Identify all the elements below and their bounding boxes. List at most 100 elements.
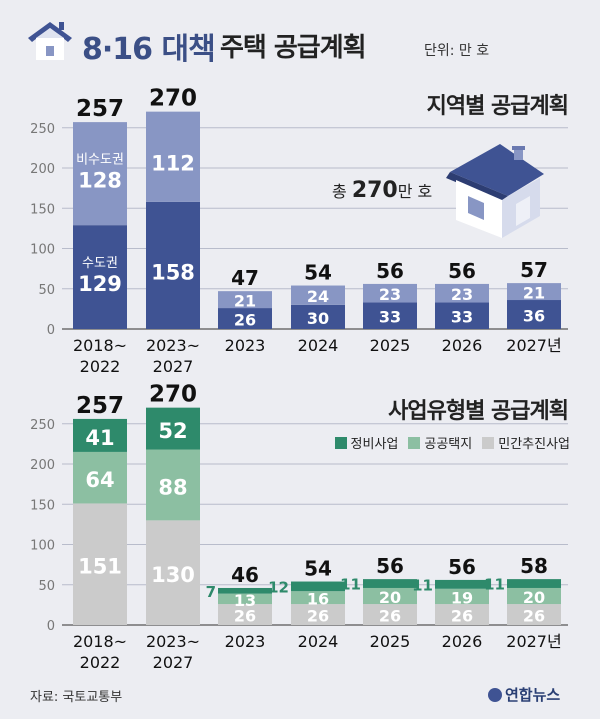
y-tick-label: 0	[47, 323, 55, 338]
bar-segment	[435, 283, 489, 303]
data-label: 26	[451, 607, 473, 626]
bar-segment	[218, 308, 272, 329]
bar-segment	[218, 587, 272, 594]
data-label: 128	[78, 169, 122, 193]
data-label: 64	[85, 468, 114, 492]
total-label: 46	[231, 563, 259, 587]
x-tick-label: 2027	[153, 653, 194, 672]
data-label: 158	[151, 260, 195, 284]
house-illustration-icon	[446, 144, 544, 238]
data-label: 20	[379, 588, 401, 607]
y-tick-label: 200	[30, 458, 55, 473]
chart1-title: 지역별 공급계획	[426, 94, 569, 119]
legend-swatch	[334, 436, 347, 449]
total-label: 58	[520, 554, 548, 578]
legend-item: 민간추진사업	[482, 433, 570, 452]
bar-segment	[291, 304, 345, 329]
title-bar: 8·16 대책 주택 공급계획 단위: 만 호	[0, 0, 600, 80]
unit-label: 단위: 만 호	[424, 43, 490, 59]
bar-segment	[435, 604, 489, 625]
legend-swatch	[482, 436, 495, 449]
bar-segment	[435, 302, 489, 329]
y-tick-label: 100	[30, 243, 55, 258]
legend-item: 공공택지	[408, 433, 472, 452]
total-label: 56	[448, 555, 476, 579]
data-label: 12	[268, 578, 289, 596]
data-label: 19	[451, 588, 473, 607]
total-label: 56	[376, 554, 404, 578]
data-label: 7	[206, 583, 216, 601]
data-label: 23	[451, 285, 473, 304]
x-tick-label: 2022	[80, 357, 121, 376]
data-label: 151	[78, 555, 122, 579]
x-tick-label: 2027년	[506, 632, 561, 651]
data-label: 23	[379, 285, 401, 304]
y-tick-label: 250	[30, 122, 55, 137]
bar-segment	[507, 587, 561, 605]
data-label: 21	[234, 292, 256, 311]
series-label: 비수도권	[76, 153, 124, 168]
bar-segment	[507, 604, 561, 625]
x-tick-label: 2023	[225, 632, 266, 651]
x-tick-label: 2018~	[73, 336, 127, 355]
x-tick-label: 2027년	[506, 336, 561, 355]
data-label: 130	[151, 563, 195, 587]
total-label: 54	[304, 557, 332, 581]
bar-segment	[363, 579, 417, 588]
data-label: 11	[484, 576, 505, 594]
bar-segment	[435, 579, 489, 589]
house-logo-icon	[28, 22, 72, 60]
bar-segment	[363, 302, 417, 329]
data-label: 16	[307, 590, 329, 609]
data-label: 20	[523, 588, 545, 607]
bar-segment	[435, 588, 489, 605]
legend-label: 정비사업	[350, 437, 399, 452]
logo-text: 연합뉴스	[505, 686, 561, 704]
data-label: 52	[158, 419, 187, 443]
bar-segment	[291, 604, 345, 625]
page-subtitle: 주택 공급계획	[220, 33, 367, 63]
total-label: 56	[448, 259, 476, 283]
data-label: 33	[379, 308, 401, 327]
data-label: 112	[151, 152, 195, 176]
data-label: 36	[523, 307, 545, 326]
bar-segment	[363, 283, 417, 303]
data-label: 88	[158, 475, 187, 499]
bar-segment	[507, 300, 561, 329]
bar-segment	[73, 122, 127, 226]
bar-segment	[146, 407, 200, 450]
y-tick-label: 50	[38, 579, 55, 594]
total-label: 54	[304, 261, 332, 285]
total-label: 47	[231, 266, 259, 290]
total-label: 270	[149, 86, 197, 112]
data-label: 21	[523, 284, 545, 303]
x-tick-label: 2025	[370, 336, 411, 355]
x-tick-label: 2026	[442, 336, 483, 355]
bar-segment	[73, 225, 127, 329]
bar-segment	[73, 418, 127, 452]
bar-segment	[507, 579, 561, 588]
x-tick-label: 2024	[298, 336, 339, 355]
bar-segment	[146, 449, 200, 521]
bar-segment	[146, 520, 200, 625]
chart2-legend: 정비사업 공공택지 민간추진사업	[334, 433, 570, 452]
total-label: 57	[520, 258, 548, 282]
x-tick-label: 2023~	[146, 632, 200, 651]
data-label: 26	[234, 607, 256, 626]
bar-segment	[146, 201, 200, 329]
agency-logo: 연합뉴스	[488, 684, 560, 705]
page-title: 8·16 대책	[82, 32, 216, 67]
callout-number: 270	[351, 178, 398, 203]
bar-segment	[291, 591, 345, 605]
y-tick-label: 100	[30, 539, 55, 554]
x-tick-label: 2018~	[73, 632, 127, 651]
source-note: 자료: 국토교통부	[30, 690, 123, 705]
bar-segment	[73, 503, 127, 625]
bar-segment	[146, 111, 200, 202]
y-tick-label: 150	[30, 202, 55, 217]
series-label: 수도권	[82, 256, 118, 271]
bar-segment	[363, 604, 417, 625]
chart2-title: 사업유형별 공급계획	[388, 399, 569, 424]
x-tick-label: 2023	[225, 336, 266, 355]
